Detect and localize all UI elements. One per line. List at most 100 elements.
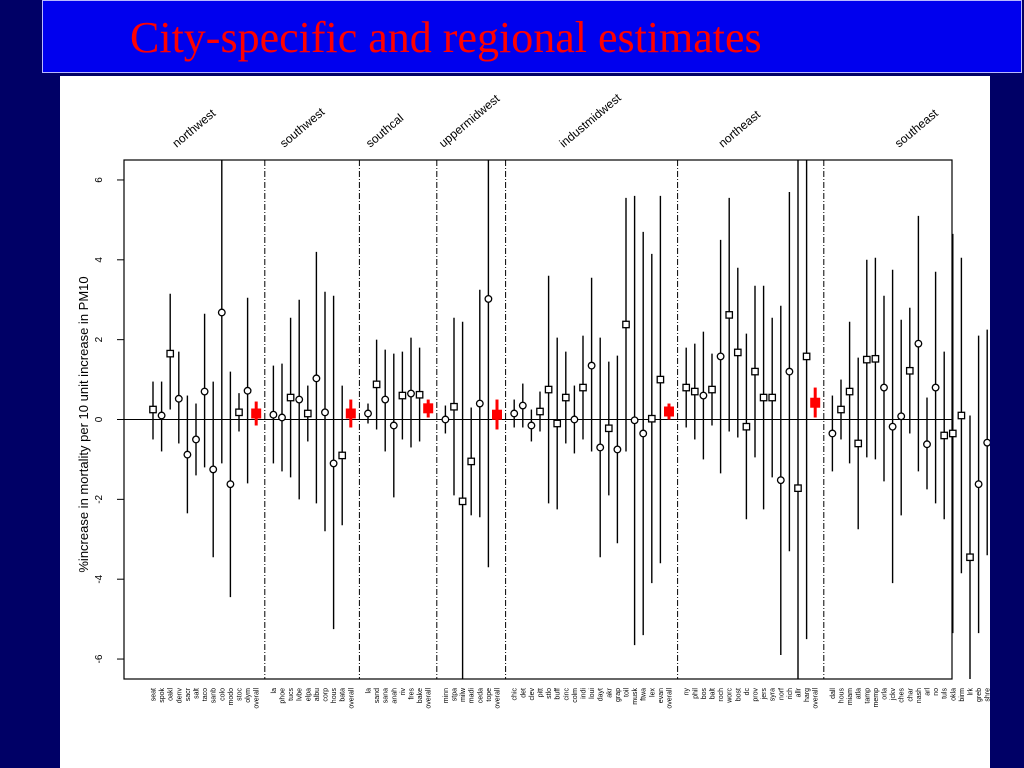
city-label: dc bbox=[744, 688, 751, 696]
city-label: stoc bbox=[237, 688, 244, 701]
city-label: madi bbox=[469, 688, 476, 704]
city-label: sana bbox=[383, 688, 390, 703]
city-label: la bbox=[271, 688, 278, 694]
city-point bbox=[243, 386, 252, 395]
city-point bbox=[183, 450, 192, 459]
city-label: pitt bbox=[538, 688, 545, 697]
city-label: ftwa bbox=[641, 688, 648, 701]
city-label: evan bbox=[658, 688, 665, 703]
city-label: spok bbox=[159, 688, 166, 703]
city-point bbox=[544, 385, 553, 394]
city-label: bake bbox=[417, 688, 424, 703]
city-label: colm bbox=[572, 688, 579, 703]
city-label: stlo bbox=[546, 688, 553, 699]
city-point bbox=[656, 375, 665, 384]
city-label: jers bbox=[761, 688, 768, 701]
region-label: southeast bbox=[892, 106, 941, 151]
city-label: corp bbox=[323, 688, 330, 702]
chart-panel: -6 -4 -2 0 2 4 6 %increase in mortality per 10… bbox=[60, 76, 990, 768]
city-point bbox=[372, 380, 381, 389]
city-label: seat bbox=[151, 688, 158, 701]
city-point bbox=[381, 395, 390, 404]
city-label: miam bbox=[847, 688, 854, 705]
city-point bbox=[690, 387, 699, 396]
city-label: dayt bbox=[598, 688, 605, 701]
city-label: sacr bbox=[185, 687, 192, 701]
city-point bbox=[948, 429, 957, 438]
city-point bbox=[604, 424, 613, 433]
city-point bbox=[733, 348, 742, 357]
city-label: colo bbox=[219, 688, 226, 701]
city-label: orla bbox=[882, 688, 889, 700]
y-axis-label-group: %increase in mortality per 10 unit incre… bbox=[76, 276, 91, 572]
city-point bbox=[596, 443, 605, 452]
y-tick-label: 6 bbox=[94, 177, 105, 183]
y-tick-label: -6 bbox=[94, 654, 105, 663]
city-label: minn bbox=[443, 688, 450, 703]
city-point bbox=[321, 408, 329, 417]
city-label: taco bbox=[202, 688, 209, 701]
city-label: milw bbox=[460, 687, 467, 702]
city-point bbox=[802, 352, 811, 361]
city-point bbox=[647, 414, 656, 423]
city-point bbox=[905, 366, 914, 375]
overall-label: overall bbox=[426, 688, 433, 709]
city-point bbox=[364, 409, 372, 418]
city-label: oakl bbox=[168, 688, 175, 701]
city-label: anah bbox=[391, 688, 398, 704]
city-label: arl bbox=[925, 688, 932, 696]
city-label: tuls bbox=[942, 688, 949, 699]
city-point bbox=[974, 480, 983, 489]
city-point bbox=[716, 352, 725, 361]
city-label: memp bbox=[873, 688, 880, 708]
city-label: okla bbox=[950, 688, 957, 701]
city-point bbox=[708, 385, 716, 394]
city-label: atla bbox=[856, 688, 863, 699]
city-label: fres bbox=[409, 688, 416, 700]
y-axis-label: %increase in mortality per 10 unit incre… bbox=[76, 276, 91, 572]
city-label: tope bbox=[486, 688, 493, 702]
overall-point bbox=[492, 409, 502, 420]
city-point bbox=[613, 445, 622, 454]
city-point bbox=[570, 415, 579, 424]
city-point bbox=[389, 421, 398, 430]
city-point bbox=[278, 413, 286, 422]
city-point bbox=[441, 415, 450, 424]
city-point bbox=[983, 438, 990, 447]
city-label: harg bbox=[804, 688, 811, 702]
city-point bbox=[226, 480, 235, 489]
city-label: greb bbox=[976, 688, 983, 702]
city-point bbox=[888, 422, 897, 431]
city-point bbox=[837, 405, 845, 414]
city-label: birm bbox=[959, 688, 966, 702]
region-label: southwest bbox=[277, 104, 328, 150]
city-point bbox=[527, 421, 536, 430]
city-point bbox=[312, 374, 321, 383]
city-point bbox=[536, 407, 544, 416]
overall-point bbox=[664, 406, 674, 417]
city-label: bos bbox=[701, 688, 708, 700]
city-label: tucs bbox=[288, 688, 295, 701]
city-label: char bbox=[907, 687, 914, 701]
city-point bbox=[880, 383, 888, 392]
city-point bbox=[682, 383, 691, 392]
city-label: toil bbox=[624, 688, 631, 697]
city-point bbox=[415, 390, 424, 399]
city-label: cinc bbox=[563, 688, 570, 701]
city-label: stpa bbox=[452, 688, 459, 701]
city-point bbox=[794, 484, 802, 493]
city-point bbox=[940, 431, 949, 440]
city-point bbox=[785, 367, 794, 376]
city-labels: seat spok oakl denv sacr salt taco sanb colo modo… bbox=[151, 687, 991, 709]
city-point bbox=[553, 419, 562, 428]
city-label: worc bbox=[727, 688, 734, 704]
city-label: salt bbox=[194, 688, 201, 699]
city-point bbox=[338, 451, 347, 460]
city-point bbox=[200, 387, 209, 396]
y-axis: -6 -4 -2 0 2 4 6 bbox=[94, 177, 124, 663]
city-label: jckv bbox=[890, 688, 897, 702]
city-label: indi bbox=[581, 688, 588, 699]
city-point bbox=[217, 308, 226, 317]
overall-label: overall bbox=[348, 688, 355, 709]
city-point bbox=[630, 416, 639, 425]
